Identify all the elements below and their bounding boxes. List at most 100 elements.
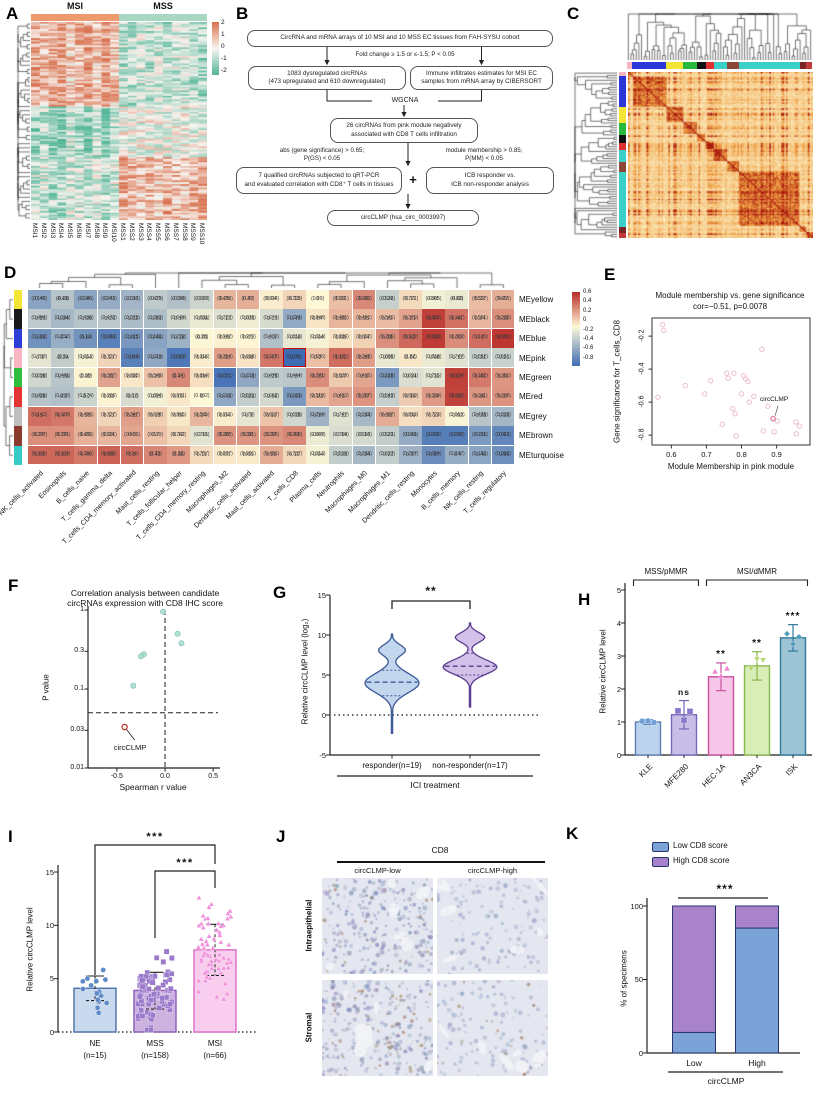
data-point <box>80 986 86 992</box>
d-correlation-pvalue: (0.084) <box>425 451 442 458</box>
j-header-underline <box>337 861 545 863</box>
d-correlation-value: 0.39 <box>451 335 463 342</box>
a-group-bar-MSS <box>119 14 207 21</box>
d-correlation-cell: -0.61 (0.062) <box>491 426 515 446</box>
a-colorbar-tick: 0 <box>221 43 225 50</box>
d-correlation-value: -0.4 <box>452 451 462 458</box>
d-correlation-cell: -0.23 (0.518) <box>329 445 353 465</box>
data-point <box>139 977 146 984</box>
d-correlation-value: -0.46 <box>33 296 46 303</box>
i-y-tick: 5 <box>49 974 54 984</box>
d-correlation-cell: 0.11 (0.757) <box>190 445 214 465</box>
data-point <box>205 961 212 967</box>
data-point <box>215 920 222 926</box>
data-point <box>169 955 175 961</box>
data-point <box>156 1005 163 1011</box>
d-correlation-pvalue: (0.527) <box>379 451 396 458</box>
d-correlation-value: -0.51 <box>473 432 487 439</box>
d-correlation-cell: -0.15 (0.674) <box>259 309 283 329</box>
panel-c-label: C <box>567 4 580 23</box>
data-point <box>167 1001 174 1007</box>
data-point <box>724 370 730 376</box>
d-correlation-value: -0.3 <box>57 393 68 400</box>
h-y-tick: 3 <box>616 651 621 661</box>
d-correlation-value: 0.33 <box>126 412 138 419</box>
d-correlation-value: 0.13 <box>428 412 439 419</box>
d-correlation-value: -0.13 <box>218 315 232 322</box>
d-correlation-value: 0.36 <box>497 374 509 381</box>
c-module-bar-top <box>697 62 706 69</box>
d-correlation-value: 0.11 <box>405 296 416 303</box>
d-correlation-value: 0.06 <box>126 374 138 381</box>
d-correlation-value: 0.25 <box>335 315 347 322</box>
data-point <box>650 719 658 726</box>
d-correlation-value: 0.34 <box>428 393 439 400</box>
data-point <box>206 933 213 939</box>
d-correlation-cell: 0.31 (0.379) <box>399 309 422 329</box>
d-correlation-cell: -0.12 (0.747) <box>329 406 353 426</box>
panel-i-label: I <box>8 827 13 846</box>
d-colorbar-tick: -0.8 <box>583 354 594 361</box>
data-point <box>655 394 661 400</box>
d-correlation-value: 0.08 <box>242 354 254 361</box>
violin-shape <box>442 622 498 708</box>
data-point <box>200 912 206 918</box>
d-correlation-value: 0.38 <box>381 335 393 342</box>
d-correlation-pvalue: (0.038) <box>448 431 465 438</box>
d-correlation-pvalue: (0.271) <box>309 373 326 380</box>
data-point <box>206 904 212 910</box>
data-point <box>94 1004 101 1011</box>
data-point <box>746 399 752 405</box>
f-x-tick: 0.5 <box>208 773 219 780</box>
d-correlation-cell: 0.41 (0.24) <box>167 367 190 387</box>
d-correlation-pvalue: (0.348) <box>356 353 372 360</box>
d-correlation-value: 0 <box>200 393 204 400</box>
d-correlation-value: 0.2 <box>151 432 160 439</box>
d-correlation-value: 0.5 <box>128 451 136 458</box>
a-group-label-MSI: MSI <box>66 1 83 11</box>
d-correlation-cell: 0.53 (0.124) <box>51 445 74 465</box>
d-correlation-cell: -0.08 (0.82) <box>445 290 469 309</box>
data-point <box>95 996 101 1003</box>
d-module-color-band <box>14 309 22 329</box>
d-correlation-pvalue: (0.379) <box>402 315 419 322</box>
d-correlation-value: 0.42 <box>149 451 161 458</box>
d-correlation-value: -0.24 <box>56 354 69 361</box>
data-point <box>774 418 781 424</box>
flow-edge-foldchange: Fold change ≥ 1.5 or ≤-1.5; P < 0.05 <box>310 51 500 60</box>
d-correlation-cell: 0.35 (0.32) <box>167 445 190 465</box>
j-ihc-image <box>322 980 433 1076</box>
data-point <box>220 954 227 960</box>
d-correlation-pvalue: (0.531) <box>379 431 396 438</box>
d-module-dendrogram-left <box>2 290 13 465</box>
d-correlation-pvalue: (0.425) <box>472 412 488 419</box>
c-module-bar-top <box>726 62 739 69</box>
d-correlation-value: 0.06 <box>405 354 416 361</box>
d-correlation-pvalue: (0.598) <box>31 373 48 380</box>
d-correlation-pvalue: (0.311) <box>472 392 488 399</box>
d-correlation-pvalue: (0.638) <box>332 373 349 380</box>
d-correlation-value: 0.38 <box>497 315 509 322</box>
d-correlation-pvalue: (0.236) <box>402 431 419 438</box>
d-correlation-pvalue: (0.296) <box>495 392 512 399</box>
e-x-tick: 0.9 <box>771 450 782 459</box>
a-expression-heatmap <box>31 22 207 220</box>
d-correlation-value: -0.11 <box>195 432 208 439</box>
data-point <box>199 941 206 947</box>
d-correlation-cell: 0.04 (0.916) <box>190 348 214 368</box>
d-correlation-pvalue: (0.239) <box>356 295 372 302</box>
data-point <box>753 656 761 663</box>
data-point <box>163 948 170 955</box>
d-correlation-value: 0.27 <box>497 296 509 303</box>
d-correlation-value: -0.56 <box>496 451 510 458</box>
d-correlation-cell: -0.56 (0.092) <box>491 445 515 465</box>
c-module-bar-top <box>799 62 807 69</box>
d-correlation-value: 0.5 <box>476 335 484 342</box>
k-legend-swatch <box>652 857 669 867</box>
d-correlation-pvalue: (0.285) <box>379 334 396 341</box>
c-module-bar-top <box>683 62 698 69</box>
data-point <box>160 608 167 615</box>
d-correlation-pvalue: (0.662) <box>263 392 280 399</box>
d-correlation-cell: -0.23 (0.527) <box>375 445 399 465</box>
d-correlation-cell: -0.34 (0.336) <box>352 445 376 465</box>
